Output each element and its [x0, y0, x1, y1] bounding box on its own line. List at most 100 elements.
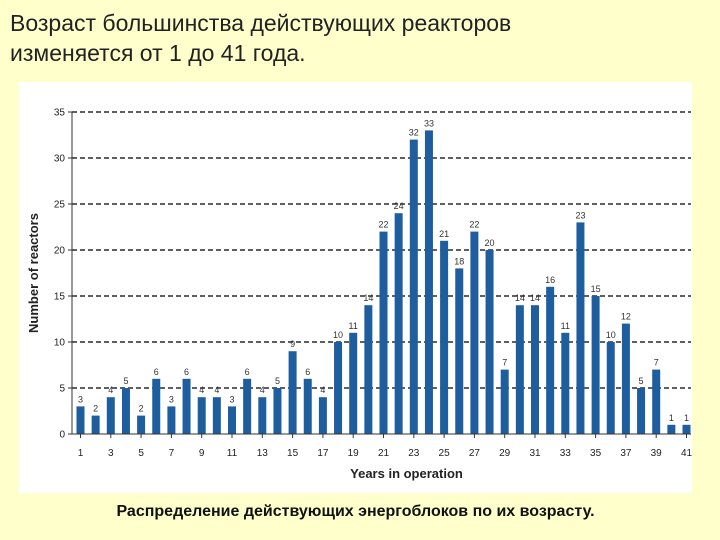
bar-data-label: 33	[424, 118, 434, 128]
bar	[182, 378, 191, 434]
x-tick-label: 7	[169, 448, 175, 459]
y-tick-label: 15	[54, 292, 66, 303]
bar-data-label: 9	[290, 339, 295, 349]
bar	[121, 388, 130, 434]
bar	[667, 424, 676, 434]
y-tick-label: 5	[59, 384, 65, 395]
bar	[531, 305, 539, 434]
x-tick-label: 31	[529, 448, 541, 459]
bar-data-label: 14	[515, 293, 525, 303]
bar-data-label: 7	[654, 358, 659, 368]
bar	[303, 378, 312, 434]
bar-data-label: 3	[229, 394, 234, 404]
bar	[197, 397, 206, 434]
y-tick-label: 0	[59, 430, 65, 441]
bar-data-label: 11	[349, 321, 358, 331]
bar	[379, 231, 388, 434]
bar-data-label: 4	[108, 385, 113, 395]
bar-data-label: 21	[439, 229, 449, 239]
bar	[485, 250, 494, 434]
x-tick-label: 39	[651, 448, 663, 459]
bar	[137, 415, 146, 434]
bar	[228, 406, 236, 434]
bar	[409, 139, 418, 434]
bar	[500, 369, 509, 434]
bar-data-label: 14	[363, 293, 373, 303]
bar-data-label: 22	[378, 220, 388, 230]
bar	[394, 213, 403, 434]
x-tick-label: 13	[257, 448, 269, 459]
x-tick-label: 15	[287, 448, 299, 459]
x-tick-label: 41	[681, 448, 692, 459]
bar	[364, 305, 373, 434]
x-tick-label: 1	[78, 448, 84, 459]
bar-data-label: 2	[139, 404, 144, 414]
x-tick-label: 29	[499, 448, 511, 459]
x-tick-label: 21	[378, 448, 390, 459]
x-tick-label: 5	[138, 448, 144, 459]
bar	[682, 424, 691, 434]
y-tick-label: 30	[54, 154, 66, 165]
bar	[152, 378, 161, 434]
chart-caption: Распределение действующих энергоблоков п…	[116, 503, 595, 520]
bar	[470, 231, 479, 434]
bar	[621, 323, 630, 434]
bar-data-label: 11	[561, 321, 570, 331]
bar	[576, 222, 585, 434]
bar-data-label: 2	[93, 404, 98, 414]
bar-data-label: 3	[78, 394, 83, 404]
x-tick-label: 35	[590, 448, 602, 459]
x-tick-label: 37	[620, 448, 632, 459]
bar	[591, 296, 600, 434]
x-tick-label: 9	[199, 448, 205, 459]
x-tick-label: 17	[317, 448, 329, 459]
x-tick-label: 27	[469, 448, 481, 459]
bar-data-label: 4	[199, 385, 204, 395]
bar-data-label: 10	[333, 330, 343, 340]
bar-data-label: 1	[669, 413, 674, 423]
bar-data-label: 32	[409, 128, 419, 138]
bar	[561, 332, 570, 434]
slide-title-line-2: изменяется от 1 до 41 года.	[10, 40, 306, 66]
bar-data-label: 5	[639, 376, 644, 386]
bar	[424, 130, 433, 434]
grid-lines	[72, 111, 691, 389]
bar	[288, 351, 297, 434]
bar-data-label: 15	[591, 284, 601, 294]
bar-data-label: 7	[502, 358, 507, 368]
bar	[334, 342, 343, 434]
bar	[212, 397, 221, 434]
bar-data-label: 3	[169, 394, 174, 404]
bar	[652, 369, 661, 434]
x-tick-label: 11	[227, 448, 238, 459]
x-axis-label: Years in operation	[350, 466, 463, 481]
bar-data-label: 10	[606, 330, 616, 340]
y-axis-label: Number of reactors	[26, 213, 41, 333]
bar	[106, 397, 115, 434]
x-tick-label: 23	[408, 448, 420, 459]
bar-data-label: 1	[684, 413, 689, 423]
bar-data-label: 4	[260, 385, 265, 395]
bar-data-label: 22	[469, 220, 479, 230]
bar-data-label: 14	[530, 293, 540, 303]
bar-data-label: 5	[275, 376, 280, 386]
bar	[258, 397, 267, 434]
bar-data-label: 12	[621, 312, 631, 322]
bar-data-label: 6	[245, 367, 250, 377]
bar-data-label: 6	[154, 367, 159, 377]
bar-data-label: 20	[485, 238, 495, 248]
y-tick-label: 10	[54, 338, 66, 349]
bar	[637, 388, 646, 434]
slide-title: Возраст большинства действующих реакторо…	[10, 8, 710, 68]
x-tick-label: 25	[439, 448, 451, 459]
bar	[606, 342, 615, 434]
bar	[76, 406, 85, 434]
bar-data-label: 5	[123, 376, 128, 386]
chart-panel: 3 2 4 5 2 6 3 6 4 4 3 6 4 5 9 6 4 10 11 14 22 24 32 33 21 18 22 20 7…	[19, 82, 692, 493]
y-tick-label: 20	[54, 246, 66, 257]
bar-data-label: 24	[394, 201, 404, 211]
x-tick-label: 33	[560, 448, 572, 459]
